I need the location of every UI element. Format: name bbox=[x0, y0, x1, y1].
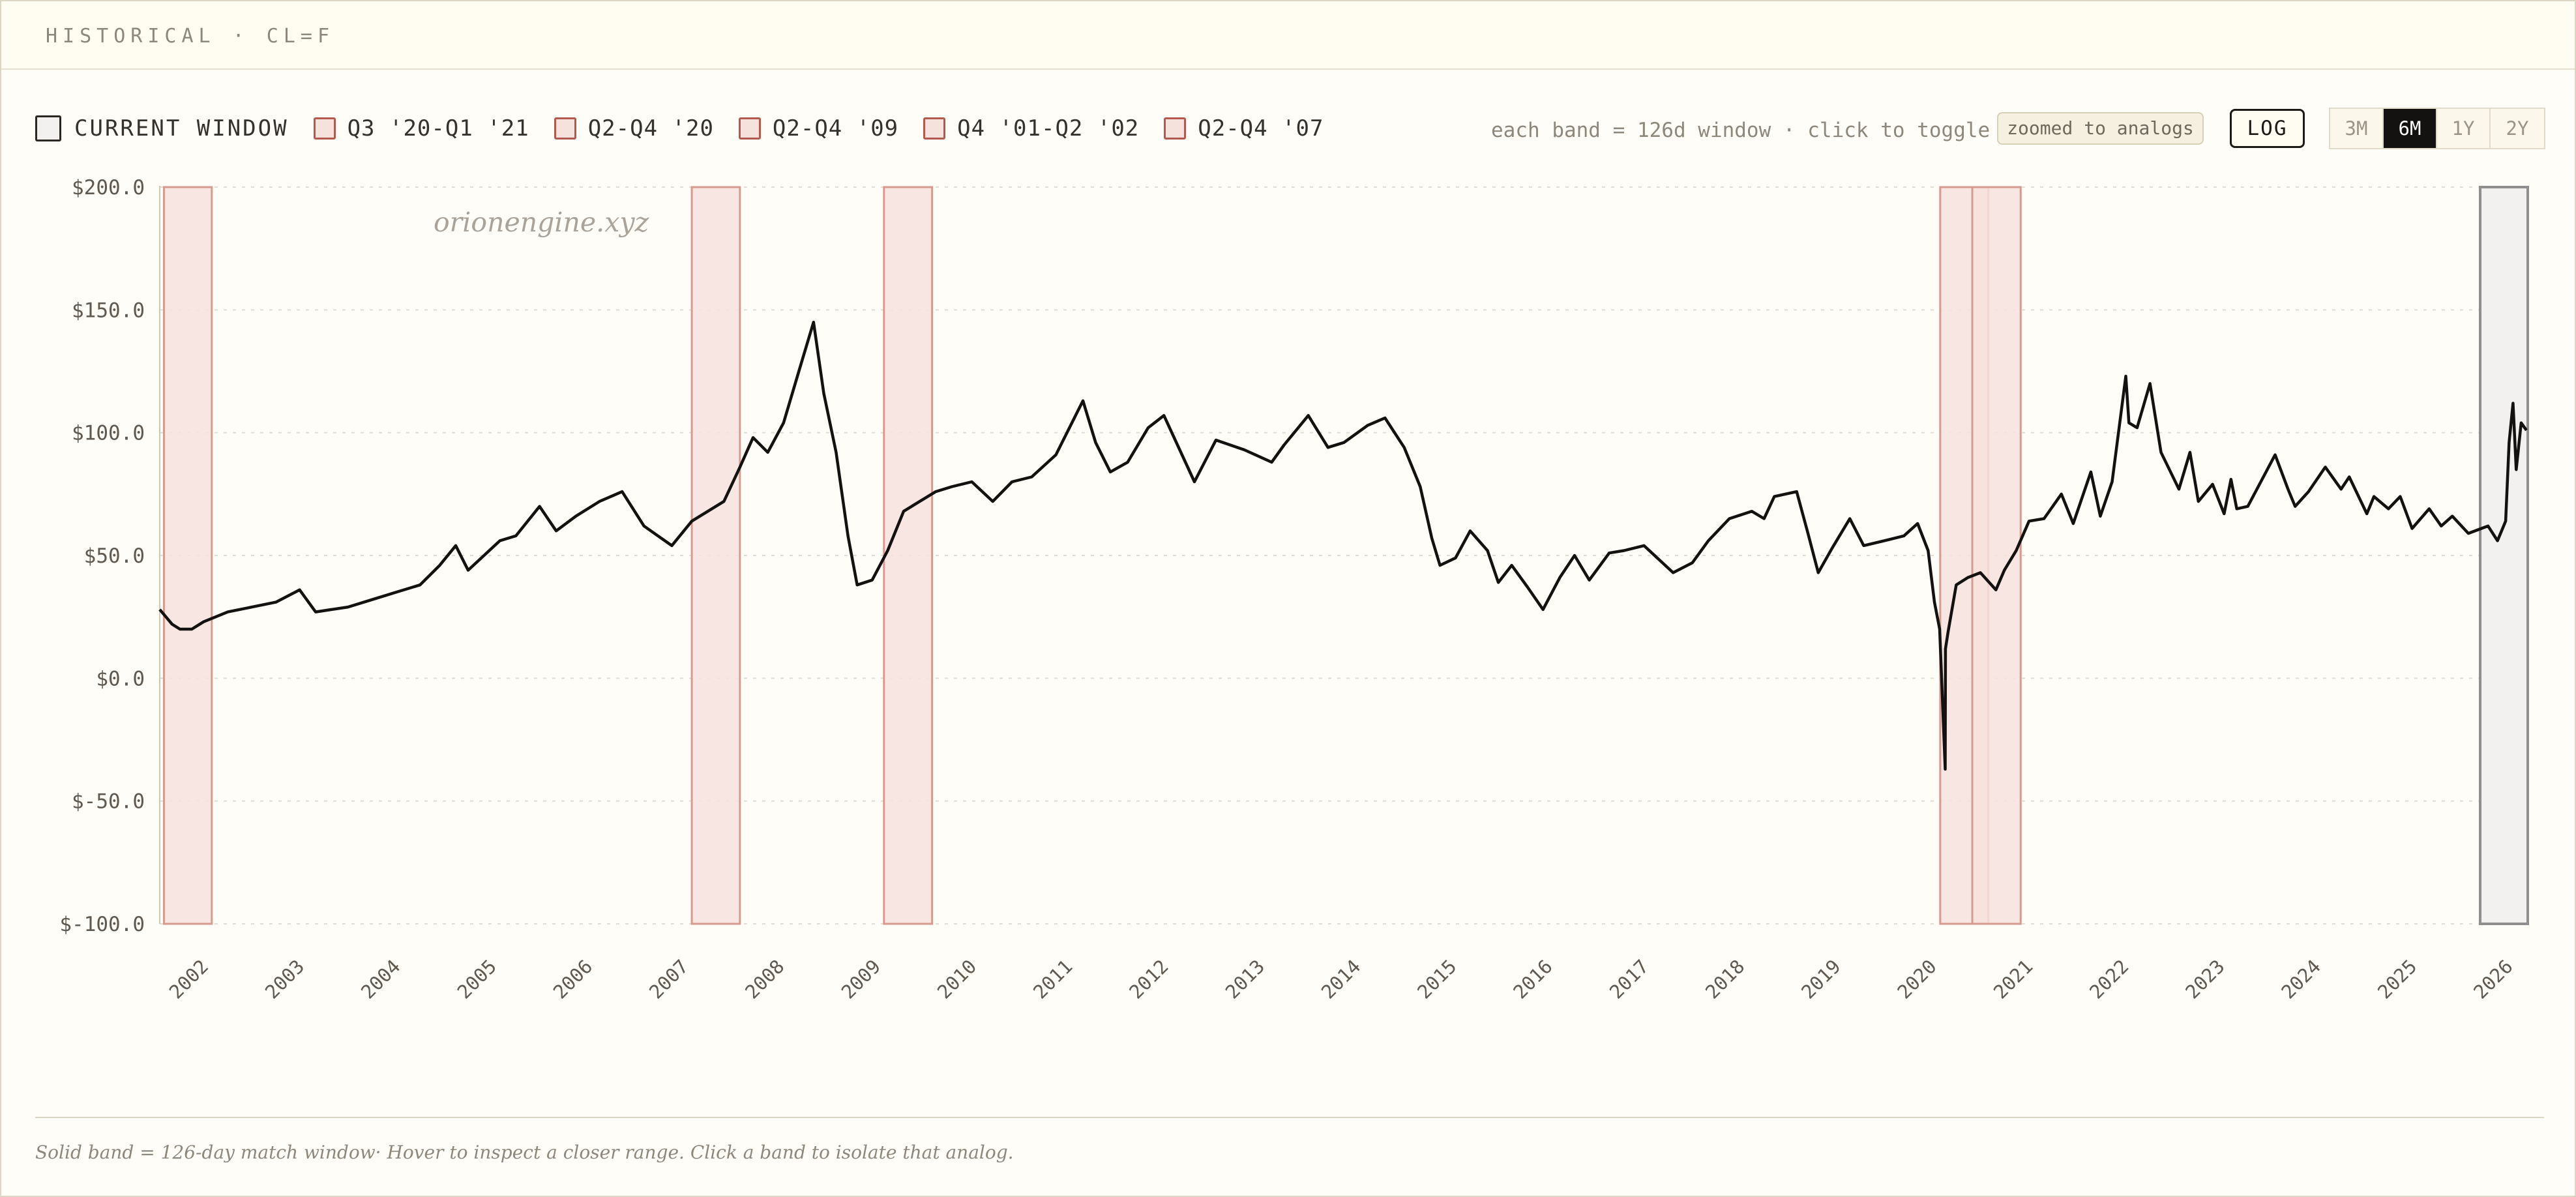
legend-swatch bbox=[35, 115, 61, 141]
x-tick-label: 2014 bbox=[1317, 955, 1365, 1003]
y-tick-label: $-100.0 bbox=[59, 913, 145, 936]
legend-swatch bbox=[738, 117, 761, 140]
legend-item-analog[interactable]: Q3 '20-Q1 '21 bbox=[313, 115, 529, 141]
legend-label: Q2-Q4 '09 bbox=[772, 115, 899, 141]
x-tick-label: 2024 bbox=[2277, 955, 2324, 1003]
range-button-2y[interactable]: 2Y bbox=[2491, 109, 2544, 148]
x-tick-label: 2005 bbox=[453, 955, 501, 1003]
x-tick-label: 2011 bbox=[1029, 955, 1076, 1003]
x-tick-label: 2010 bbox=[933, 955, 981, 1003]
y-tick-label: $150.0 bbox=[72, 299, 145, 322]
legend-item-analog[interactable]: Q2-Q4 '09 bbox=[738, 115, 899, 141]
range-button-3m[interactable]: 3M bbox=[2330, 109, 2384, 148]
legend-item-analog[interactable]: Q2-Q4 '20 bbox=[554, 115, 714, 141]
price-chart: $200.0 $150.0 $100.0 $50.0 $0.0 $-50.0 $-100.0… bbox=[59, 176, 2529, 1003]
x-tick-label: 2020 bbox=[1893, 955, 1940, 1003]
x-tick-label: 2012 bbox=[1125, 955, 1172, 1003]
legend-item-analog[interactable]: Q4 '01-Q2 '02 bbox=[923, 115, 1139, 141]
x-tick-label: 2003 bbox=[261, 955, 308, 1003]
analog-band[interactable] bbox=[883, 186, 934, 925]
footer-divider bbox=[35, 1117, 2544, 1118]
legend-swatch bbox=[554, 117, 576, 140]
legend-swatch bbox=[923, 117, 946, 140]
x-tick-label: 2007 bbox=[645, 955, 692, 1003]
legend-swatch bbox=[1164, 117, 1187, 140]
legend-item-analog[interactable]: Q2-Q4 '07 bbox=[1164, 115, 1324, 141]
x-tick-label: 2022 bbox=[2085, 955, 2133, 1003]
watermark: orionengine.xyz bbox=[434, 207, 649, 238]
legend-item-current-window[interactable]: CURRENT WINDOW bbox=[35, 115, 289, 141]
analog-band[interactable] bbox=[690, 186, 741, 925]
x-tick-label: 2009 bbox=[837, 955, 885, 1003]
x-tick-label: 2006 bbox=[549, 955, 597, 1003]
x-tick-label: 2008 bbox=[741, 955, 788, 1003]
x-tick-label: 2019 bbox=[1797, 955, 1844, 1003]
legend-label: Q2-Q4 '20 bbox=[587, 115, 714, 141]
x-tick-label: 2016 bbox=[1509, 955, 1556, 1003]
y-tick-label: $200.0 bbox=[72, 176, 145, 200]
x-tick-label: 2015 bbox=[1413, 955, 1460, 1003]
x-tick-label: 2018 bbox=[1701, 955, 1749, 1003]
range-selector: 3M 6M 1Y 2Y bbox=[2329, 108, 2545, 149]
panel-header: HISTORICAL · CL=F bbox=[1, 1, 2575, 70]
x-tick-label: 2021 bbox=[1989, 955, 2037, 1003]
x-tick-label: 2002 bbox=[165, 955, 213, 1003]
legend-label: CURRENT WINDOW bbox=[74, 115, 289, 141]
y-tick-label: $100.0 bbox=[72, 422, 145, 445]
legend-swatch bbox=[313, 117, 336, 140]
range-button-6m[interactable]: 6M bbox=[2384, 109, 2437, 148]
y-tick-label: $-50.0 bbox=[72, 790, 145, 814]
log-scale-button[interactable]: LOG bbox=[2230, 109, 2305, 148]
chart-caption: Solid band = 126-day match window· Hover… bbox=[35, 1142, 1014, 1163]
x-tick-label: 2017 bbox=[1605, 955, 1653, 1003]
x-tick-label: 2025 bbox=[2373, 955, 2421, 1003]
y-tick-label: $0.0 bbox=[96, 667, 145, 690]
x-tick-label: 2023 bbox=[2181, 955, 2228, 1003]
legend-label: Q4 '01-Q2 '02 bbox=[957, 115, 1140, 141]
band-hint: each band = 126d window · click to toggl… bbox=[1491, 119, 1991, 142]
legend-label: Q2-Q4 '07 bbox=[1198, 115, 1324, 141]
x-tick-label: 2026 bbox=[2469, 955, 2517, 1003]
price-line bbox=[158, 320, 2528, 771]
analog-legend: CURRENT WINDOW Q3 '20-Q1 '21 Q2-Q4 '20 Q2-Q… bbox=[35, 112, 1349, 145]
analog-band[interactable] bbox=[162, 186, 213, 925]
zoom-status-pill[interactable]: zoomed to analogs bbox=[1997, 112, 2204, 145]
range-button-1y[interactable]: 1Y bbox=[2437, 109, 2491, 148]
x-tick-label: 2004 bbox=[357, 955, 404, 1003]
current-window-band[interactable] bbox=[2479, 186, 2529, 925]
legend-label: Q3 '20-Q1 '21 bbox=[347, 115, 529, 141]
panel-title: HISTORICAL · CL=F bbox=[46, 25, 335, 48]
x-tick-label: 2013 bbox=[1221, 955, 1269, 1003]
y-tick-label: $50.0 bbox=[84, 544, 145, 568]
